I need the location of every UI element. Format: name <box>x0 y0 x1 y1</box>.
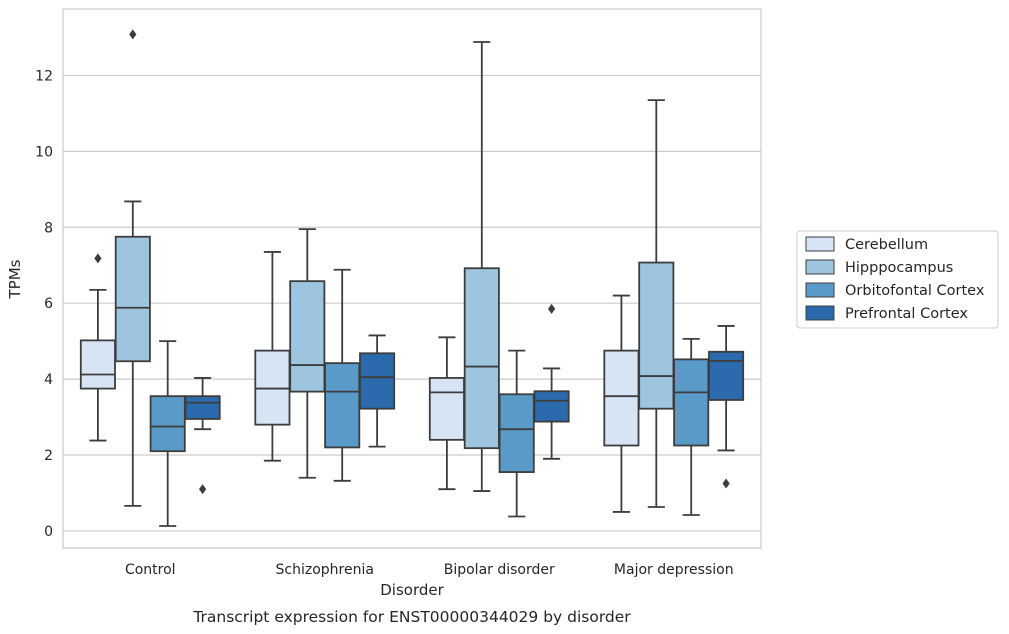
legend-swatch <box>805 305 835 321</box>
box-group <box>533 303 570 460</box>
box <box>359 352 396 410</box>
legend-swatch <box>805 282 835 298</box>
grid-lines <box>63 74 761 532</box>
chart-caption: Transcript expression for ENST0000034402… <box>192 608 631 626</box>
outlier-point <box>94 253 102 264</box>
box <box>673 358 710 447</box>
legend-label: Prefrontal Cortex <box>845 306 968 322</box>
box <box>114 235 151 363</box>
x-tick-label: Schizophrenia <box>276 562 374 578</box>
box-plots <box>79 29 745 527</box>
box <box>463 267 500 450</box>
box-group <box>324 268 361 482</box>
box-group <box>603 294 640 513</box>
outlier-point <box>129 29 137 40</box>
box-group <box>359 334 396 448</box>
legend-label: Orbitofontal Cortex <box>845 283 985 299</box>
box-group <box>289 228 326 479</box>
box <box>708 350 745 401</box>
y-tick-label: 4 <box>44 372 53 388</box>
outlier-point <box>199 484 207 495</box>
box-group <box>638 99 675 508</box>
outlier-point <box>722 478 730 489</box>
y-tick-label: 8 <box>44 220 53 236</box>
x-tick-label: Control <box>125 562 176 578</box>
legend-swatch <box>805 236 835 252</box>
box <box>603 349 640 447</box>
box-group <box>673 337 710 516</box>
legend-label: Cerebellum <box>845 237 928 253</box>
x-axis-label: Disorder <box>380 581 444 599</box>
box-group <box>708 325 745 489</box>
y-tick-label: 12 <box>35 68 53 84</box>
box <box>498 393 535 473</box>
y-tick-labels: 0 2 4 6 8 10 12 <box>35 68 53 539</box>
box <box>79 339 116 390</box>
legend-swatch <box>805 259 835 275</box>
box-group <box>428 336 465 491</box>
box-group <box>149 340 186 527</box>
box <box>254 349 291 426</box>
box-group <box>79 253 116 442</box>
box-group <box>498 349 535 518</box>
box-group <box>254 251 291 462</box>
box <box>638 261 675 410</box>
box <box>289 280 326 393</box>
legend-frame <box>796 230 999 329</box>
legend: Cerebellum Hipppocampus Orbitofontal Corte… <box>796 230 999 329</box>
box-group <box>114 29 151 507</box>
plot-frame <box>62 8 762 549</box>
x-tick-labels: Control Schizophrenia Bipolar disorder Majo… <box>125 562 734 578</box>
x-tick-label: Major depression <box>614 562 734 578</box>
outlier-point <box>548 303 556 314</box>
box-group <box>463 41 500 492</box>
y-tick-label: 6 <box>44 296 53 312</box>
y-tick-label: 10 <box>35 144 53 160</box>
y-axis-label: TPMs <box>6 259 24 299</box>
x-tick-label: Bipolar disorder <box>444 562 555 578</box>
box <box>184 395 221 420</box>
box <box>428 377 465 441</box>
box <box>324 362 361 449</box>
legend-label: Hipppocampus <box>845 260 953 276</box>
box <box>149 395 186 453</box>
y-tick-label: 2 <box>44 448 53 464</box>
y-tick-label: 0 <box>44 524 53 540</box>
box-group <box>184 377 221 495</box>
box <box>533 390 570 423</box>
